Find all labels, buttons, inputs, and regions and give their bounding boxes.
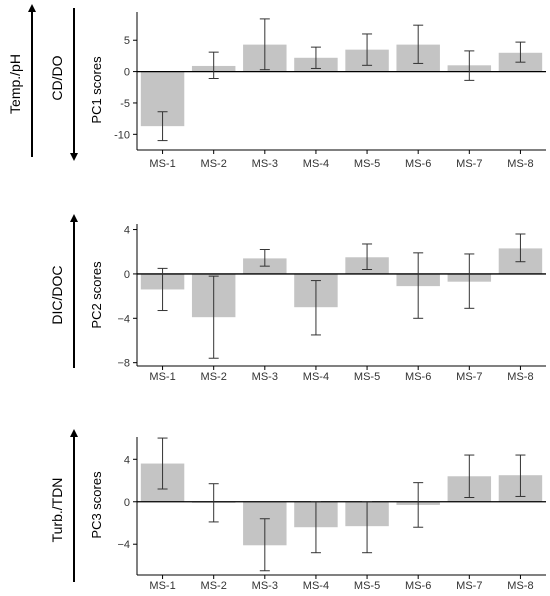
pc2-xtick-label: MS-6 bbox=[405, 371, 431, 383]
pc2-ytick-label: 0 bbox=[124, 269, 130, 281]
pc1-xtick-label: MS-8 bbox=[507, 158, 533, 170]
pc1-xtick-label: MS-4 bbox=[303, 158, 329, 170]
turb-tdn-label: Turb./TDN bbox=[49, 478, 65, 543]
pc1-xtick-label: MS-3 bbox=[252, 158, 278, 170]
pc3-xtick-label: MS-2 bbox=[201, 580, 227, 592]
pc1-errorbar-ms-6 bbox=[413, 24, 424, 64]
pc3-xtick-label: MS-4 bbox=[303, 580, 329, 592]
pc3-panel: 4 0 −4 MS-1 MS-2 MS-3 MS-4 MS-5 MS-6 MS-7 MS-8 bbox=[117, 437, 546, 592]
pc2-errorbar-ms-7 bbox=[464, 253, 475, 309]
pc1-errorbar-ms-2 bbox=[208, 51, 219, 79]
panel-3-side: Turb./TDN PC3 scores bbox=[49, 429, 104, 582]
pc2-errorbar-ms-3 bbox=[259, 249, 270, 267]
pc1-xtick-label: MS-1 bbox=[149, 158, 175, 170]
pc2-ytick-label: −8 bbox=[117, 358, 130, 370]
pc1-panel: 5 0 -5 -10 MS-1 MS-2 MS-3 MS-4 MS-5 MS-6 MS-7 MS-8 bbox=[114, 12, 546, 170]
pc3-errorbar-ms-2 bbox=[208, 483, 219, 523]
pc2-xtick-label: MS-4 bbox=[303, 371, 329, 383]
pc2-xtick-label: MS-5 bbox=[354, 371, 380, 383]
panel-2-side: DIC/DOC PC2 scores bbox=[49, 214, 104, 368]
pc1-xtick-label: MS-2 bbox=[201, 158, 227, 170]
pc3-errorbar-ms-4 bbox=[310, 501, 321, 554]
pc2-errorbar-ms-1 bbox=[157, 267, 168, 312]
pc3-xtick-label: MS-1 bbox=[149, 580, 175, 592]
pc2-axis-title: PC2 scores bbox=[89, 261, 104, 329]
pc1-ytick-label: 0 bbox=[124, 67, 130, 79]
pc3-axis-title: PC3 scores bbox=[89, 471, 104, 539]
pc3-errorbar-ms-6 bbox=[413, 482, 424, 528]
pc2-xtick-label: MS-2 bbox=[201, 371, 227, 383]
pc2-errorbar-ms-2 bbox=[208, 275, 219, 359]
pc2-xtick-label: MS-7 bbox=[456, 371, 482, 383]
pc3-errorbar-ms-3 bbox=[259, 518, 270, 572]
pc1-axis-title: PC1 scores bbox=[89, 56, 104, 124]
pc2-errorbar-ms-5 bbox=[362, 243, 373, 270]
pc3-errorbar-ms-1 bbox=[157, 437, 168, 490]
cd-do-label: CD/DO bbox=[49, 55, 65, 100]
pc2-xtick-label: MS-1 bbox=[149, 371, 175, 383]
pc3-errorbar-ms-5 bbox=[362, 501, 373, 554]
pc2-xtick-label: MS-8 bbox=[507, 371, 533, 383]
pc1-errorbar-ms-4 bbox=[310, 46, 321, 69]
dic-doc-label: DIC/DOC bbox=[49, 265, 65, 324]
pc2-panel: 4 0 −4 −8 MS-1 MS-2 MS-3 MS-4 MS-5 MS-6 MS-7 MS-8 bbox=[117, 224, 546, 383]
pc1-errorbar-ms-7 bbox=[464, 50, 475, 81]
pc2-errorbar-ms-4 bbox=[310, 280, 321, 336]
pc1-ytick-label: -10 bbox=[114, 129, 130, 141]
pc1-errorbar-ms-3 bbox=[259, 18, 270, 71]
pc1-errorbar-ms-1 bbox=[157, 111, 168, 142]
pc3-xtick-label: MS-8 bbox=[507, 580, 533, 592]
temp-ph-label: Temp./pH bbox=[7, 54, 23, 114]
pc3-xtick-label: MS-3 bbox=[252, 580, 278, 592]
pc3-errorbar-ms-8 bbox=[515, 454, 526, 497]
pc1-xtick-label: MS-6 bbox=[405, 158, 431, 170]
panel-1-side: Temp./pH CD/DO PC1 scores bbox=[7, 4, 104, 161]
pc2-ytick-label: 4 bbox=[124, 225, 130, 237]
pc3-xtick-label: MS-5 bbox=[354, 580, 380, 592]
pc1-errorbar-ms-5 bbox=[362, 33, 373, 66]
pc3-xtick-label: MS-6 bbox=[405, 580, 431, 592]
pc1-xtick-label: MS-7 bbox=[456, 158, 482, 170]
pc2-errorbar-ms-6 bbox=[413, 252, 424, 319]
pc2-ytick-label: −4 bbox=[117, 313, 130, 325]
pc3-errorbar-ms-7 bbox=[464, 454, 475, 499]
pc2-xtick-label: MS-3 bbox=[252, 371, 278, 383]
pc2-errorbar-ms-8 bbox=[515, 233, 526, 263]
pc3-ytick-label: 0 bbox=[124, 497, 130, 509]
pc3-xtick-label: MS-7 bbox=[456, 580, 482, 592]
pc1-xtick-label: MS-5 bbox=[354, 158, 380, 170]
pc3-ytick-label: −4 bbox=[117, 539, 130, 551]
pc1-ytick-label: -5 bbox=[120, 98, 130, 110]
pc3-ytick-label: 4 bbox=[124, 454, 130, 466]
pc1-ytick-label: 5 bbox=[124, 35, 130, 47]
pc1-errorbar-ms-8 bbox=[515, 41, 526, 63]
